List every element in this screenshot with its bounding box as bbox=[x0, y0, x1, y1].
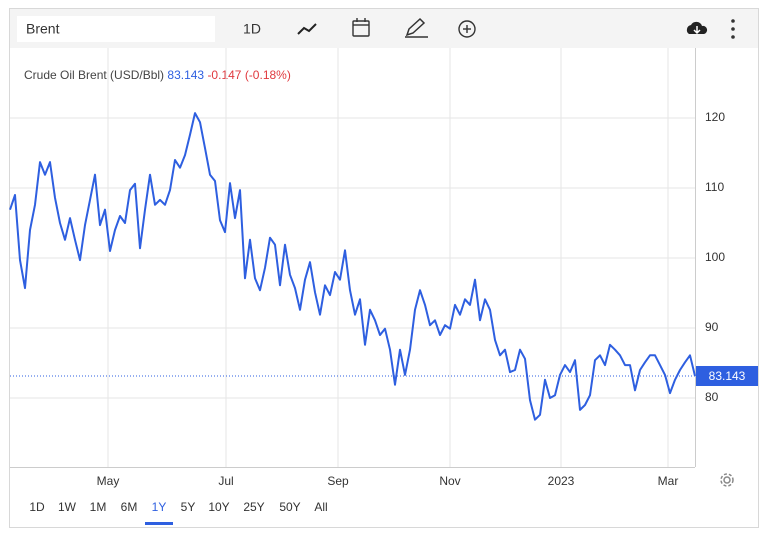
range-buttons: 1D 1W 1M 6M 1Y 5Y 10Y 25Y 50Y All bbox=[29, 500, 328, 525]
interval[interactable]: 1D bbox=[243, 21, 261, 37]
y-tick-label: 120 bbox=[705, 110, 725, 124]
x-tick-label: Jul bbox=[218, 474, 233, 488]
x-tick-label: Mar bbox=[658, 474, 679, 488]
range-button[interactable]: 1Y bbox=[152, 500, 167, 514]
add-icon[interactable] bbox=[458, 20, 476, 38]
price-line bbox=[9, 112, 696, 421]
range-button[interactable]: All bbox=[314, 500, 327, 514]
price-change: -0.147 bbox=[207, 68, 241, 82]
frame bbox=[9, 8, 759, 528]
y-tick-label: 80 bbox=[705, 390, 719, 404]
range-button[interactable]: 6M bbox=[121, 500, 138, 514]
range-button[interactable]: 1D bbox=[29, 500, 45, 514]
range-button[interactable]: 25Y bbox=[243, 500, 264, 514]
price-change-pct: (-0.18%) bbox=[245, 68, 291, 82]
chart-type-icon[interactable] bbox=[297, 23, 317, 35]
x-tick-label: May bbox=[97, 474, 120, 488]
search-text: Brent bbox=[26, 21, 60, 37]
calendar-icon[interactable] bbox=[352, 18, 370, 37]
settings-icon[interactable] bbox=[720, 473, 734, 487]
last-price-label: 83.143 bbox=[709, 369, 746, 383]
download-icon[interactable] bbox=[686, 21, 708, 35]
x-tick-label: Sep bbox=[327, 474, 349, 488]
x-tick-label: Nov bbox=[439, 474, 460, 488]
chart-title: Crude Oil Brent (USD/Bbl) 83.143 -0.147 … bbox=[24, 68, 291, 82]
y-tick-label: 90 bbox=[705, 320, 719, 334]
search-box[interactable] bbox=[17, 16, 215, 42]
range-button[interactable]: 50Y bbox=[279, 500, 300, 514]
range-button[interactable]: 10Y bbox=[208, 500, 229, 514]
y-tick-label: 110 bbox=[705, 180, 724, 194]
y-tick-label: 100 bbox=[705, 250, 725, 264]
draw-icon[interactable] bbox=[405, 17, 428, 38]
menu-icon[interactable] bbox=[731, 19, 735, 39]
title-text: Crude Oil Brent (USD/Bbl) bbox=[24, 68, 164, 82]
last-price: 83.143 bbox=[167, 68, 204, 82]
x-tick-label: 2023 bbox=[548, 474, 575, 488]
range-button[interactable]: 1M bbox=[90, 500, 107, 514]
range-underline bbox=[145, 522, 173, 525]
range-button[interactable]: 5Y bbox=[181, 500, 196, 514]
range-button[interactable]: 1W bbox=[58, 500, 77, 514]
last-price-box bbox=[696, 365, 758, 386]
